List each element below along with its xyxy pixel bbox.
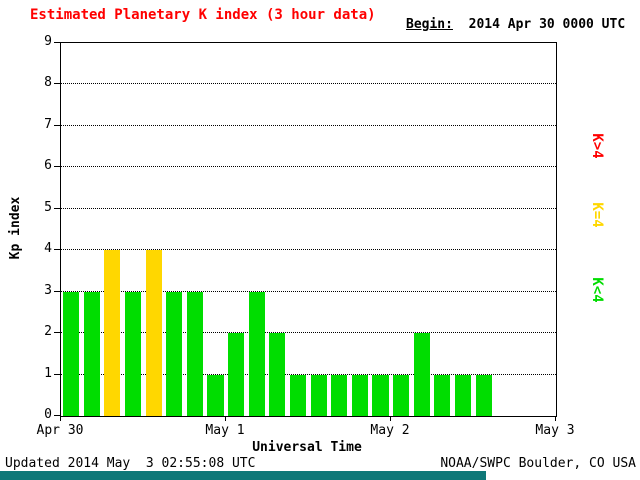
kp-bar bbox=[331, 374, 348, 416]
gridline bbox=[61, 332, 556, 334]
chart-title: Estimated Planetary K index (3 hour data… bbox=[30, 7, 376, 23]
y-tick-label: 2 bbox=[44, 324, 52, 340]
x-tick-label: May 1 bbox=[205, 423, 245, 438]
begin-spacer bbox=[453, 17, 469, 32]
kp-bar bbox=[207, 374, 224, 416]
y-tick-label: 6 bbox=[44, 158, 52, 174]
source-text: NOAA/SWPC Boulder, CO USA bbox=[440, 456, 636, 471]
y-axis-label: Kp index bbox=[8, 196, 23, 260]
x-tick-label: May 2 bbox=[370, 423, 410, 438]
begin-label: Begin: bbox=[406, 17, 453, 32]
y-tick-mark bbox=[54, 249, 60, 251]
kp-bar bbox=[186, 291, 203, 416]
kp-bar bbox=[248, 291, 265, 416]
begin-value: 2014 Apr 30 0000 UTC bbox=[468, 17, 626, 32]
y-tick-label: 1 bbox=[44, 365, 52, 381]
y-tick-label: 9 bbox=[44, 34, 52, 49]
x-tick-mark bbox=[60, 416, 61, 421]
legend-k-gt-4: K>4 bbox=[589, 133, 605, 159]
gridline bbox=[61, 249, 556, 251]
y-tick-label: 3 bbox=[44, 282, 52, 298]
kp-bar bbox=[475, 374, 492, 416]
x-tick-mark bbox=[555, 416, 556, 421]
gridline bbox=[61, 290, 556, 292]
kp-bar bbox=[289, 374, 306, 416]
y-tick-label: 5 bbox=[44, 199, 52, 215]
kp-bar bbox=[310, 374, 327, 416]
x-tick-mark bbox=[390, 416, 391, 421]
y-tick-mark bbox=[54, 373, 60, 375]
footer-strip bbox=[0, 471, 486, 480]
plot-area bbox=[60, 42, 557, 417]
begin-line: Begin: 2014 Apr 30 0000 UTC bbox=[406, 17, 625, 32]
x-tick-mark bbox=[225, 416, 226, 421]
kp-bar bbox=[454, 374, 471, 416]
updated-text: Updated 2014 May 3 02:55:08 UTC bbox=[5, 456, 256, 471]
y-tick-mark bbox=[54, 290, 60, 292]
x-tick-label: Apr 30 bbox=[36, 423, 84, 438]
y-tick-label: 0 bbox=[44, 407, 52, 422]
kp-bar bbox=[351, 374, 368, 416]
legend-k-eq-4: K=4 bbox=[589, 202, 605, 228]
y-tick-mark bbox=[54, 332, 60, 334]
y-tick-label: 7 bbox=[44, 116, 52, 132]
kp-bar bbox=[434, 374, 451, 416]
gridline bbox=[61, 124, 556, 126]
kp-bar bbox=[145, 250, 162, 416]
kp-bar bbox=[372, 374, 389, 416]
kp-bar bbox=[63, 291, 80, 416]
legend-k-lt-4: K<4 bbox=[589, 277, 605, 303]
kp-bar bbox=[269, 333, 286, 416]
kp-bar bbox=[228, 333, 245, 416]
y-tick-mark bbox=[54, 207, 60, 209]
y-tick-mark bbox=[54, 415, 60, 416]
gridline bbox=[61, 207, 556, 209]
y-tick-mark bbox=[54, 124, 60, 126]
kp-bar bbox=[413, 333, 430, 416]
kp-bar bbox=[124, 291, 141, 416]
kp-bar bbox=[83, 291, 100, 416]
gridline bbox=[61, 166, 556, 168]
gridline bbox=[61, 373, 556, 375]
y-tick-label: 8 bbox=[44, 75, 52, 91]
kp-bar bbox=[393, 374, 410, 416]
x-axis-label: Universal Time bbox=[252, 440, 362, 455]
y-tick-label: 4 bbox=[44, 241, 52, 257]
y-tick-mark bbox=[54, 166, 60, 168]
y-tick-mark bbox=[54, 42, 60, 43]
y-tick-mark bbox=[54, 83, 60, 85]
gridline bbox=[61, 83, 556, 85]
kp-bar bbox=[104, 250, 121, 416]
x-tick-label: May 3 bbox=[535, 423, 575, 438]
kp-bar bbox=[166, 291, 183, 416]
